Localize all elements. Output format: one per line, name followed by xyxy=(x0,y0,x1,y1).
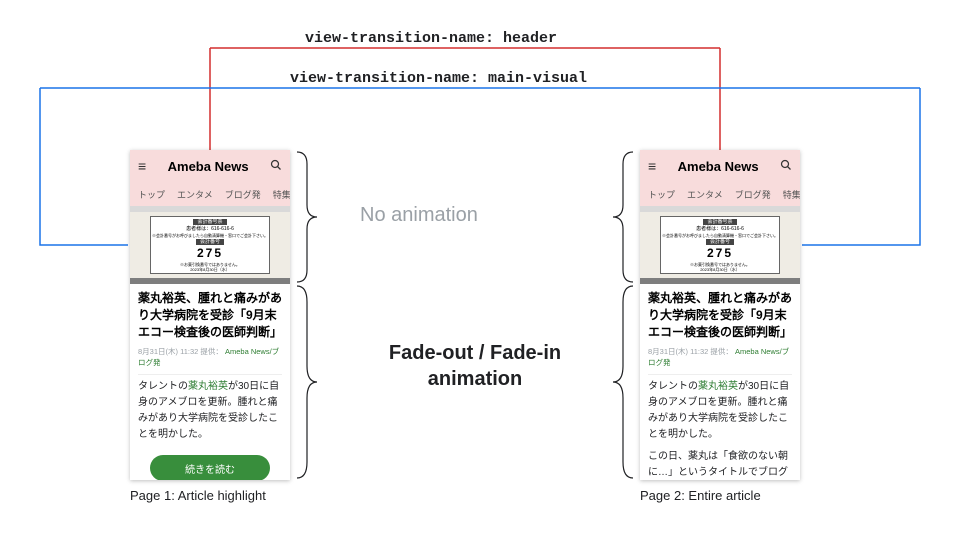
app-header: ≡ Ameba News xyxy=(640,150,800,182)
article-excerpt: タレントの薬丸裕英が30日に自身のアメブロを更新。腫れと痛みがあり大学病院を受診… xyxy=(130,375,290,447)
tab-top[interactable]: トップ xyxy=(138,188,165,201)
ticket-slip: 会計番号票 患者様は：616-616-6 ※会計番号がお呼びましたら自動清算機・… xyxy=(660,216,780,275)
brace-right-bottom xyxy=(608,284,638,480)
tab-entertainment[interactable]: エンタメ xyxy=(177,188,213,201)
hamburger-icon[interactable]: ≡ xyxy=(648,158,656,174)
tab-blog[interactable]: ブログ発 xyxy=(735,188,771,201)
caption-page-1: Page 1: Article highlight xyxy=(130,488,266,503)
tab-feature[interactable]: 特集 xyxy=(273,188,290,201)
tab-blog[interactable]: ブログ発 xyxy=(225,188,261,201)
article-headline: 薬丸裕英、腫れと痛みがあり大学病院を受診「9月末エコー検査後の医師判断」 xyxy=(640,284,800,346)
article-excerpt-2: この日、薬丸は「食欲のない朝に…」というタイトルでブログを更新。「本日の朝食」と… xyxy=(640,447,800,480)
article-meta: 8月31日(木) 11:32 提供： Ameba News/ブログ発 xyxy=(130,346,290,374)
caption-page-2: Page 2: Entire article xyxy=(640,488,761,503)
phone-page-1: ≡ Ameba News トップ エンタメ ブログ発 特集 会計番号票 患者様は… xyxy=(130,150,290,480)
brace-left-top xyxy=(292,150,322,284)
tab-entertainment[interactable]: エンタメ xyxy=(687,188,723,201)
main-visual-image: 会計番号票 患者様は：616-616-6 ※会計番号がお呼びましたら自動清算機・… xyxy=(130,206,290,284)
search-icon[interactable] xyxy=(780,158,792,174)
label-no-animation: No animation xyxy=(360,204,478,227)
app-logo: Ameba News xyxy=(168,159,249,174)
brace-left-bottom xyxy=(292,284,322,480)
article-excerpt: タレントの薬丸裕英が30日に自身のアメブロを更新。腫れと痛みがあり大学病院を受診… xyxy=(640,375,800,447)
app-logo: Ameba News xyxy=(678,159,759,174)
hamburger-icon[interactable]: ≡ xyxy=(138,158,146,174)
label-visual-property: view-transition-name: main-visual xyxy=(290,70,587,87)
tab-top[interactable]: トップ xyxy=(648,188,675,201)
label-fade-animation: Fade-out / Fade-in animation xyxy=(345,340,605,392)
article-meta: 8月31日(木) 11:32 提供： Ameba News/ブログ発 xyxy=(640,346,800,374)
main-visual-image: 会計番号票 患者様は：616-616-6 ※会計番号がお呼びましたら自動清算機・… xyxy=(640,206,800,284)
phone-page-2: ≡ Ameba News トップ エンタメ ブログ発 特集 会計番号票 患者様は… xyxy=(640,150,800,480)
nav-tabs: トップ エンタメ ブログ発 特集 xyxy=(640,182,800,206)
app-header: ≡ Ameba News xyxy=(130,150,290,182)
search-icon[interactable] xyxy=(270,158,282,174)
ticket-slip: 会計番号票 患者様は：616-616-6 ※会計番号がお呼びましたら自動清算機・… xyxy=(150,216,270,275)
nav-tabs: トップ エンタメ ブログ発 特集 xyxy=(130,182,290,206)
brace-right-top xyxy=(608,150,638,284)
label-header-property: view-transition-name: header xyxy=(305,30,557,47)
read-more-button[interactable]: 続きを読む xyxy=(150,455,270,480)
article-headline: 薬丸裕英、腫れと痛みがあり大学病院を受診「9月末エコー検査後の医師判断」 xyxy=(130,284,290,346)
tab-feature[interactable]: 特集 xyxy=(783,188,800,201)
